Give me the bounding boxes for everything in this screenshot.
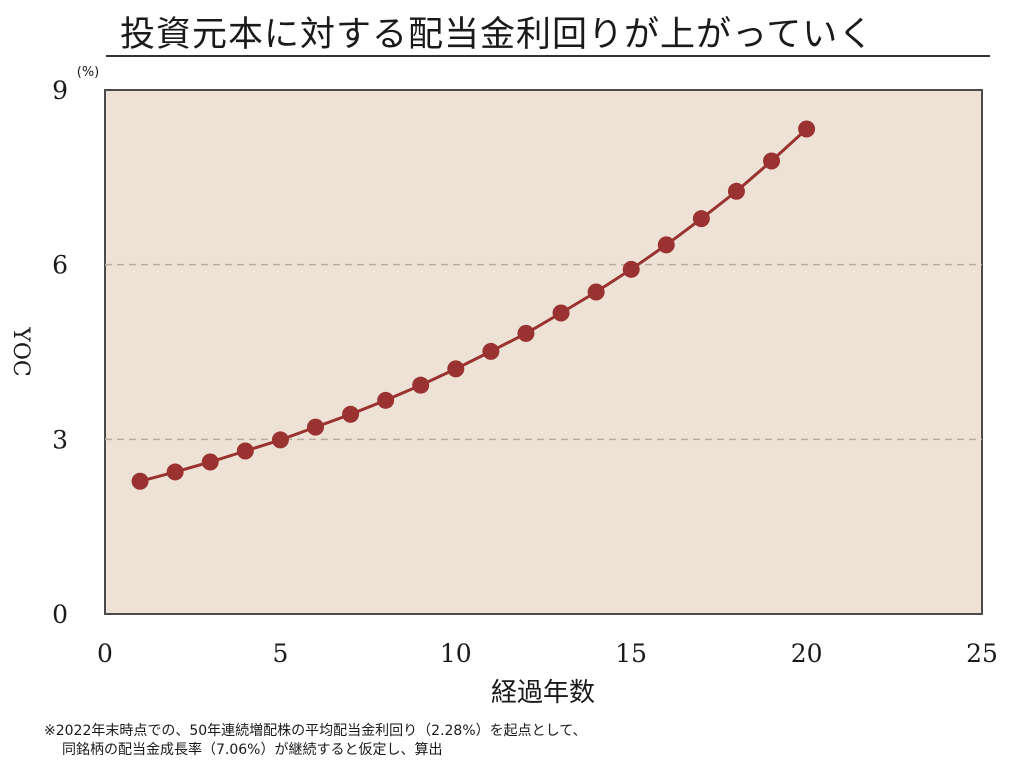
data-point [166, 463, 184, 481]
data-points [131, 120, 816, 490]
data-point [587, 283, 605, 301]
footnote-line-1: ※2022年末時点での、50年連続増配株の平均配当金利回り（2.28%）を起点と… [44, 723, 587, 739]
y-tick-label: 0 [52, 600, 68, 629]
data-point [552, 304, 570, 322]
x-tick-label: 5 [272, 639, 288, 668]
data-point [342, 405, 360, 423]
data-point [517, 324, 535, 342]
y-tick-label: 9 [52, 76, 68, 105]
y-tick-labels: 0 3 6 9 [52, 76, 68, 629]
x-tick-label: 10 [440, 639, 472, 668]
data-point [657, 236, 675, 254]
x-tick-label: 15 [615, 639, 647, 668]
data-point [482, 342, 500, 360]
y-axis-label: YOC [8, 326, 33, 376]
footnote: ※2022年末時点での、50年連続増配株の平均配当金利回り（2.28%）を起点と… [44, 722, 587, 760]
y-unit-label: (%) [77, 65, 100, 80]
y-tick-label: 3 [52, 425, 68, 454]
data-point [201, 453, 219, 471]
title-underline [106, 55, 990, 57]
data-point [622, 260, 640, 278]
footnote-line-2: 同銘柄の配当金成長率（7.06%）が継続すると仮定し、算出 [62, 742, 443, 758]
yoc-line-chart: 0 3 6 9 0 5 10 15 20 25 (%) YOC 経過年数 [8, 65, 998, 708]
data-point [236, 442, 254, 460]
data-point [306, 418, 324, 436]
chart-title: 投資元本に対する配当金利回りが上がっていく [120, 15, 875, 55]
data-point [377, 391, 395, 409]
x-tick-label: 25 [966, 639, 998, 668]
x-tick-label: 20 [791, 639, 823, 668]
grid-lines [105, 263, 982, 441]
data-point [412, 376, 430, 394]
data-point [727, 182, 745, 200]
data-point [763, 152, 781, 170]
x-tick-labels: 0 5 10 15 20 25 [97, 639, 998, 668]
data-point [131, 472, 149, 490]
y-tick-label: 6 [52, 251, 68, 280]
data-point [798, 120, 816, 138]
plot-area [104, 89, 983, 615]
data-point [692, 210, 710, 228]
x-tick-label: 0 [97, 639, 113, 668]
data-point [447, 360, 465, 378]
x-axis-label: 経過年数 [491, 678, 595, 708]
data-point [271, 431, 289, 449]
